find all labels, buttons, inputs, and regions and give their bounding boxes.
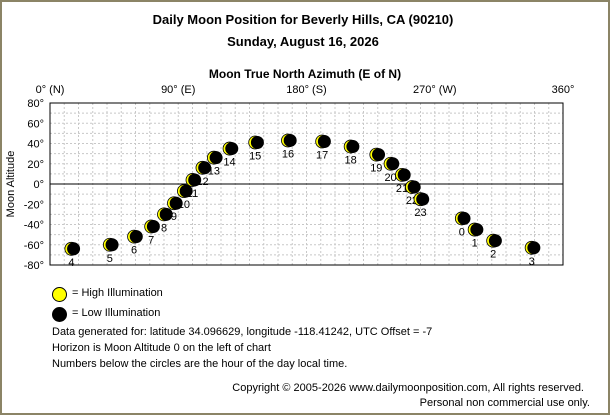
moon-shadow <box>209 151 223 165</box>
moon-shadow <box>105 238 119 252</box>
moon-shadow <box>129 230 143 244</box>
moon-shadow <box>159 207 173 221</box>
moon-point-hour-14: 14 <box>222 141 239 169</box>
moon-point-hour-13: 13 <box>206 150 223 178</box>
hour-label: 17 <box>316 149 328 161</box>
hour-label: 7 <box>148 235 154 247</box>
note-horizon: Horizon is Moon Altitude 0 on the left o… <box>52 342 271 354</box>
x-tick-label: 360° <box>552 84 575 96</box>
moon-shadow <box>317 134 331 148</box>
moon-shadow <box>470 223 484 237</box>
moon-point-hour-16: 16 <box>281 133 297 160</box>
hour-label: 11 <box>187 188 198 200</box>
moon-point-hour-6: 6 <box>127 229 143 257</box>
x-tick-label: 0° (N) <box>36 84 65 96</box>
x-tick-label: 90° (E) <box>161 84 195 96</box>
y-tick-label: -60° <box>24 240 44 252</box>
moon-point-hour-5: 5 <box>102 237 119 265</box>
hour-label: 4 <box>68 257 74 269</box>
moon-point-hour-3: 3 <box>524 240 541 268</box>
x-tick-label: 180° (S) <box>286 84 326 96</box>
hour-label: 16 <box>282 148 294 160</box>
moon-shadow <box>457 211 471 225</box>
y-tick-label: -40° <box>24 220 44 232</box>
moon-point-hour-10: 10 <box>177 184 193 211</box>
moon-point-hour-12: 12 <box>195 160 212 188</box>
legend-high-label: = High Illumination <box>72 287 163 299</box>
moon-point-hour-1: 1 <box>467 222 484 250</box>
hour-label: 9 <box>171 211 177 223</box>
hour-label: 10 <box>178 199 190 211</box>
y-axis-title: Moon Altitude <box>5 151 17 218</box>
moon-shadow <box>488 234 502 248</box>
plot-border <box>49 102 564 266</box>
moon-point-hour-21: 21 <box>395 167 411 195</box>
copyright-personal-use: Personal non commercial use only. <box>419 397 590 409</box>
x-tick-label: 270° (W) <box>413 84 457 96</box>
moon-point-hour-19: 19 <box>369 147 386 175</box>
moon-point-hour-15: 15 <box>248 135 264 162</box>
hour-label: 14 <box>223 157 235 169</box>
moon-point-hour-2: 2 <box>486 233 502 261</box>
y-tick-label: 60° <box>27 118 44 130</box>
moon-shadow <box>283 133 297 147</box>
hour-label: 20 <box>384 172 396 184</box>
moon-shadow <box>346 140 360 154</box>
x-axis-title: Moon True North Azimuth (E of N) <box>208 67 402 81</box>
y-tick-label: -80° <box>24 260 44 272</box>
moon-shadow <box>179 184 193 198</box>
moon-shadow <box>146 220 160 234</box>
moon-point-hour-0: 0 <box>454 211 471 238</box>
moon-shadow <box>386 157 400 171</box>
hour-label: 13 <box>208 166 220 178</box>
chart-subtitle: Sunday, August 16, 2026 <box>227 34 379 49</box>
moon-point-hour-20: 20 <box>383 156 400 184</box>
moon-shadow <box>416 192 430 206</box>
moon-shadow <box>225 142 239 156</box>
hour-label: 19 <box>370 163 382 175</box>
moon-shadow <box>372 148 386 162</box>
y-tick-label: 0° <box>33 179 44 191</box>
moon-shadow <box>188 173 202 187</box>
moon-point-hour-8: 8 <box>157 207 173 234</box>
moon-point-hour-23: 23 <box>413 192 430 219</box>
moon-point-hour-18: 18 <box>343 139 360 167</box>
moon-shadow <box>397 168 411 182</box>
y-tick-label: 80° <box>27 98 44 110</box>
moon-shadow <box>407 180 421 194</box>
hour-label: 8 <box>161 222 167 234</box>
moon-point-hour-4: 4 <box>64 241 81 269</box>
note-hours: Numbers below the circles are the hour o… <box>52 358 348 370</box>
hour-label: 5 <box>107 253 113 265</box>
hour-label: 6 <box>131 245 137 257</box>
moon-shadow <box>250 135 264 149</box>
low-illumination-swatch <box>52 307 67 322</box>
legend-low-label: = Low Illumination <box>72 307 161 319</box>
moon-point-hour-7: 7 <box>144 219 160 247</box>
y-tick-label: 40° <box>27 139 44 151</box>
high-illumination-swatch <box>52 287 67 302</box>
note-location: Data generated for: latitude 34.096629, … <box>52 326 433 338</box>
moon-point-hour-17: 17 <box>315 134 331 161</box>
hour-label: 23 <box>414 207 426 219</box>
hour-label: 21 <box>396 183 408 195</box>
moon-shadow <box>198 161 212 175</box>
moon-point-hour-11: 11 <box>185 173 202 200</box>
hour-label: 3 <box>529 256 535 268</box>
moon-point-hour-9: 9 <box>167 196 183 223</box>
hour-label: 0 <box>459 226 465 238</box>
hour-label: 1 <box>472 238 478 250</box>
hour-label: 15 <box>249 150 261 162</box>
hour-label: 2 <box>490 249 496 261</box>
y-tick-label: -20° <box>24 199 44 211</box>
moon-shadow <box>527 241 541 255</box>
hour-label: 18 <box>345 155 357 167</box>
moon-shadow <box>169 196 183 210</box>
hour-label: 12 <box>196 176 208 188</box>
chart-title: Daily Moon Position for Beverly Hills, C… <box>152 12 454 27</box>
moon-shadow <box>67 242 81 256</box>
copyright-text: Copyright © 2005-2026 www.dailymoonposit… <box>232 382 584 394</box>
y-tick-label: 20° <box>27 159 44 171</box>
